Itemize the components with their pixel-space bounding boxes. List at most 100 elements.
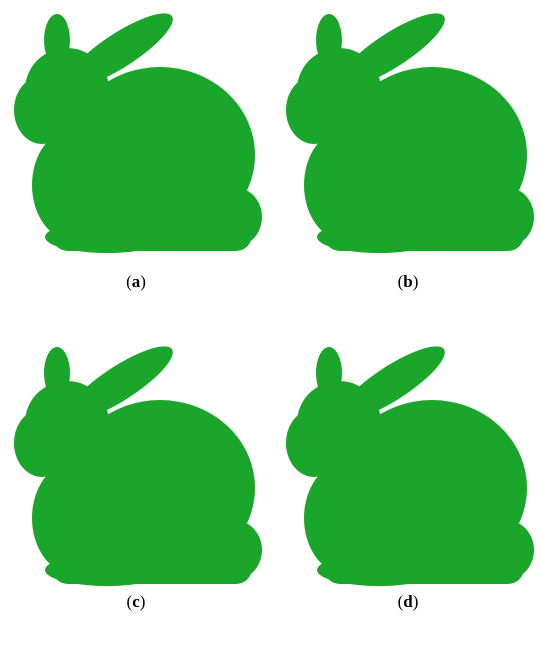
speckle — [263, 572, 272, 573]
speckle — [401, 13, 412, 14]
speckle — [482, 400, 487, 401]
speckle — [288, 472, 298, 473]
speckle — [390, 350, 396, 351]
speckle — [491, 357, 506, 358]
speckle — [136, 584, 147, 585]
speckle — [395, 338, 408, 339]
speckle — [499, 393, 508, 394]
speckle — [511, 350, 518, 351]
speckle — [176, 399, 187, 400]
speckle — [241, 404, 253, 405]
speckle — [61, 339, 66, 340]
figure: (a)(b)(c)(d) — [0, 0, 540, 646]
speckle — [211, 398, 218, 399]
speckle — [74, 354, 78, 355]
speckle — [512, 352, 523, 353]
speckle — [33, 570, 40, 571]
speckle — [257, 429, 271, 430]
speckle — [296, 552, 301, 553]
speckle — [302, 341, 312, 342]
speckle — [511, 437, 524, 438]
speckle — [131, 585, 143, 586]
speckle — [518, 426, 524, 427]
speckle — [34, 577, 44, 578]
speckle — [103, 25, 110, 26]
speckle — [12, 549, 21, 550]
speckle — [248, 344, 251, 345]
speckle — [64, 341, 77, 342]
speckle — [380, 338, 391, 339]
speckle — [170, 368, 179, 369]
label-part: ) — [140, 592, 146, 611]
speckle — [436, 390, 439, 391]
speckle — [179, 390, 184, 391]
speckle — [364, 353, 372, 354]
speckle — [164, 398, 169, 399]
speckle — [284, 537, 287, 538]
speckle — [12, 37, 20, 38]
speckle — [12, 518, 16, 519]
speckle — [453, 367, 463, 368]
speckle — [297, 401, 300, 402]
speckle — [256, 403, 269, 404]
speckle — [48, 587, 54, 588]
speckle — [303, 157, 309, 158]
speckle — [265, 526, 277, 527]
bunny-silhouette — [286, 335, 534, 586]
speckle — [265, 111, 276, 112]
bunny-image — [284, 335, 540, 588]
speckle — [293, 145, 303, 146]
speckle — [40, 376, 45, 377]
speckle — [32, 31, 36, 32]
speckle — [256, 358, 268, 359]
speckle — [24, 536, 34, 537]
speckle — [135, 351, 142, 352]
speckle — [534, 345, 538, 346]
speckle — [473, 30, 484, 31]
speckle — [29, 354, 43, 355]
speckle — [15, 506, 19, 507]
speckle — [529, 172, 540, 173]
speckle — [297, 200, 302, 201]
speckle — [147, 387, 160, 388]
speckle — [527, 15, 532, 16]
speckle — [298, 581, 311, 582]
speckle — [445, 44, 459, 45]
speckle — [307, 384, 318, 385]
speckle — [306, 29, 314, 30]
speckle — [182, 60, 188, 61]
speckle — [494, 370, 508, 371]
speckle — [178, 396, 183, 397]
speckle — [528, 383, 538, 384]
speckle — [104, 368, 112, 369]
speckle — [304, 547, 307, 548]
speckle — [482, 412, 486, 413]
speckle — [527, 485, 538, 486]
speckle — [468, 584, 472, 585]
speckle — [513, 378, 526, 379]
speckle — [179, 366, 183, 367]
speckle — [302, 586, 315, 587]
speckle — [471, 341, 483, 342]
speckle — [210, 338, 225, 339]
speckle — [501, 375, 515, 376]
speckle — [403, 585, 415, 586]
speckle — [363, 370, 372, 371]
speckle — [167, 399, 174, 400]
speckle — [303, 369, 314, 370]
speckle — [242, 388, 255, 389]
speckle — [496, 344, 504, 345]
speckle — [260, 454, 266, 455]
speckle — [478, 371, 489, 372]
speckle — [528, 432, 532, 433]
speckle — [31, 482, 35, 483]
speckle — [514, 441, 518, 442]
speckle — [521, 379, 532, 380]
speckle — [196, 44, 201, 45]
speckle — [219, 64, 233, 65]
speckle — [170, 341, 185, 342]
speckle — [219, 398, 229, 399]
speckle — [22, 523, 28, 524]
speckle — [180, 347, 184, 348]
speckle — [229, 414, 237, 415]
